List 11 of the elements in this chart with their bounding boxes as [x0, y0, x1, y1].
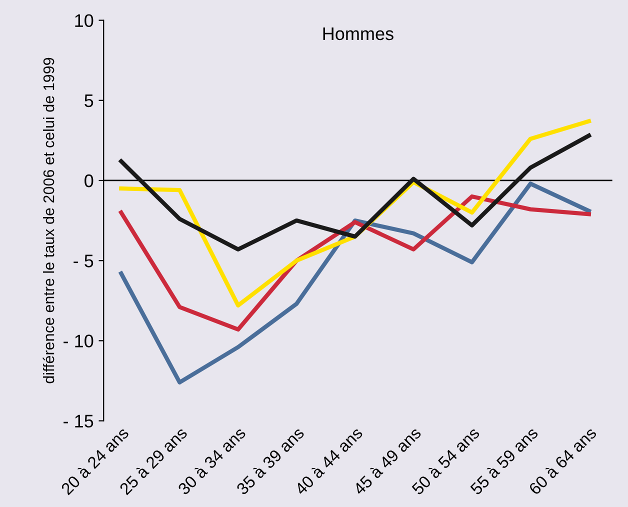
y-axis-title: différence entre le taux de 2006 et celui de 1999 — [42, 58, 54, 384]
line-series — [119, 134, 591, 252]
line-series — [119, 182, 591, 384]
y-tick-label: 5 — [84, 94, 94, 108]
y-tick-label: 0 — [84, 174, 94, 188]
line-series — [119, 194, 591, 332]
y-tick-label: - 15 — [64, 414, 94, 428]
chart-title: Hommes — [323, 28, 394, 40]
y-tick-label: - 10 — [64, 334, 94, 348]
y-tick-label: - 5 — [74, 254, 94, 268]
y-tick-label: 10 — [75, 14, 94, 27]
